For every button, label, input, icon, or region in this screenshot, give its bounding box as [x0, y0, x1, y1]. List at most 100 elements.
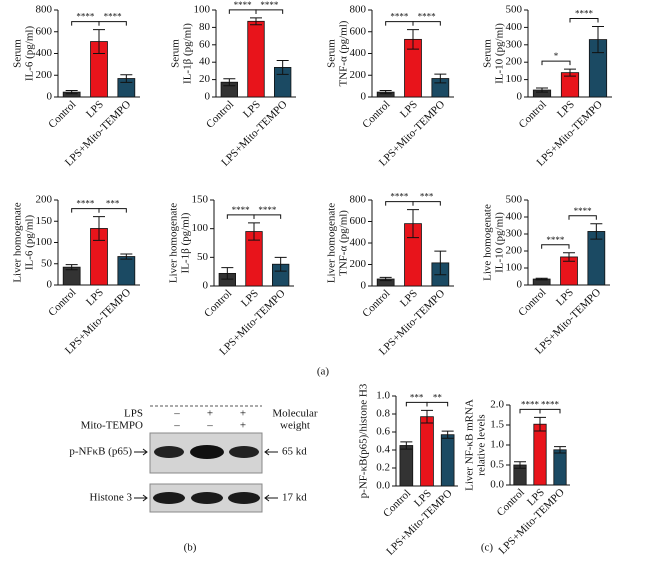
significance-bracket	[569, 18, 599, 23]
bar	[399, 445, 414, 487]
significance-bracket	[568, 215, 597, 220]
panel-label: (a)	[317, 366, 330, 378]
weight-label: 65 kd	[282, 446, 307, 458]
y-tick-label: 1.5	[490, 419, 504, 431]
y-axis-label: IL-10 (pg/ml)	[494, 212, 506, 273]
sign: –	[206, 420, 213, 432]
x-tick-label: LPS	[84, 286, 106, 308]
error-bar	[407, 29, 419, 50]
significance-label: ****	[418, 12, 437, 22]
significance-label: ****	[390, 192, 409, 202]
y-tick-label: 600	[350, 25, 367, 37]
x-tick-label: Control	[517, 98, 549, 130]
error-bar	[421, 409, 433, 424]
error-bar	[120, 253, 133, 260]
y-tick-label: 0	[361, 280, 367, 292]
x-tick-label: LPS	[239, 287, 261, 309]
error-bar	[434, 250, 447, 276]
treatment-label: LPS	[124, 408, 143, 420]
significance-label: ****	[546, 235, 565, 245]
significance-bracket	[426, 401, 449, 407]
significance-label: ****	[575, 9, 594, 19]
error-bar	[564, 68, 576, 77]
weight-header: Molecular	[272, 408, 318, 420]
y-axis-label: TNF-α (pg/ml)	[338, 210, 350, 276]
error-bar	[276, 59, 289, 75]
y-tick-label: 0	[361, 91, 367, 103]
y-tick-label: 400	[506, 21, 523, 33]
y-tick-label: 50	[197, 251, 209, 263]
y-axis-label: IL-10 (pg/ml)	[494, 23, 506, 84]
error-bar	[590, 223, 603, 240]
error-bar	[407, 209, 419, 239]
y-tick-label: 800	[36, 4, 53, 16]
y-tick-label: 100	[194, 4, 211, 16]
western-blot: LPS Mito-TEMPO – + + – – + Molecular wei…	[69, 405, 318, 513]
significance-bracket	[539, 408, 561, 414]
y-tick-label: 20	[199, 73, 211, 85]
significance-bracket	[385, 21, 414, 26]
y-axis-label: IL-6 (pg/ml)	[24, 26, 36, 82]
significance-bracket	[405, 401, 428, 407]
y-tick-label: 150	[36, 215, 53, 227]
y-tick-label: 0.0	[376, 480, 390, 492]
bar	[420, 416, 434, 487]
y-tick-label: 200	[350, 69, 367, 81]
y-axis-label: Serum	[482, 39, 494, 68]
panel-label: (c)	[481, 542, 494, 554]
y-tick-label: 600	[350, 215, 367, 227]
error-bar	[536, 87, 548, 93]
y-tick-label: 100	[506, 73, 523, 85]
band	[153, 492, 185, 504]
significance-label: ****	[258, 205, 277, 215]
y-axis-label: IL-1β (pg/ml)	[182, 23, 194, 84]
band	[190, 445, 224, 459]
x-tick-label: Control	[46, 286, 78, 318]
x-tick-label: Control	[360, 98, 392, 130]
y-tick-label: 200	[506, 245, 523, 257]
error-bar	[250, 17, 262, 26]
x-tick-label: Control	[495, 486, 527, 518]
significance-label: ***	[420, 192, 434, 202]
y-axis-label: Serum	[326, 39, 338, 68]
error-bar	[592, 26, 604, 54]
error-bar	[400, 441, 413, 450]
significance-label: *	[554, 51, 559, 61]
y-tick-label: 300	[506, 38, 523, 50]
y-axis-label: TNF-α (pg/ml)	[338, 20, 350, 86]
x-tick-label: Control	[516, 286, 548, 318]
x-tick-label: LPS	[398, 287, 420, 309]
y-tick-label: 150	[192, 194, 209, 206]
y-tick-label: 400	[350, 237, 367, 249]
sign: –	[173, 408, 180, 420]
significance-label: ****	[521, 399, 540, 409]
significance-bracket	[71, 21, 100, 26]
x-tick-label: Control	[381, 487, 413, 519]
y-tick-label: 500	[506, 194, 523, 206]
significance-bracket	[98, 21, 127, 26]
band	[191, 492, 223, 504]
x-tick-label: LPS	[84, 98, 106, 120]
error-bar	[379, 276, 392, 282]
x-tick-label: Control	[202, 287, 234, 319]
band	[229, 446, 259, 458]
bar	[533, 423, 547, 486]
error-bar	[65, 89, 78, 95]
error-bar	[248, 222, 260, 241]
y-tick-label: 800	[350, 4, 367, 16]
significance-bracket	[98, 208, 127, 213]
bar	[553, 449, 567, 486]
x-tick-label: LPS	[554, 286, 576, 308]
error-bar	[441, 430, 454, 439]
y-tick-label: 200	[36, 69, 53, 81]
weight-label: 17 kd	[282, 492, 307, 504]
band	[228, 492, 260, 504]
significance-label: **	[433, 392, 443, 402]
band	[154, 446, 184, 458]
y-tick-label: 400	[36, 47, 53, 59]
error-bar	[223, 78, 236, 87]
panel-label: (b)	[184, 542, 197, 554]
bar	[247, 20, 265, 98]
y-tick-label: 0.6	[376, 426, 390, 438]
y-axis-label: relative levels	[476, 414, 488, 475]
